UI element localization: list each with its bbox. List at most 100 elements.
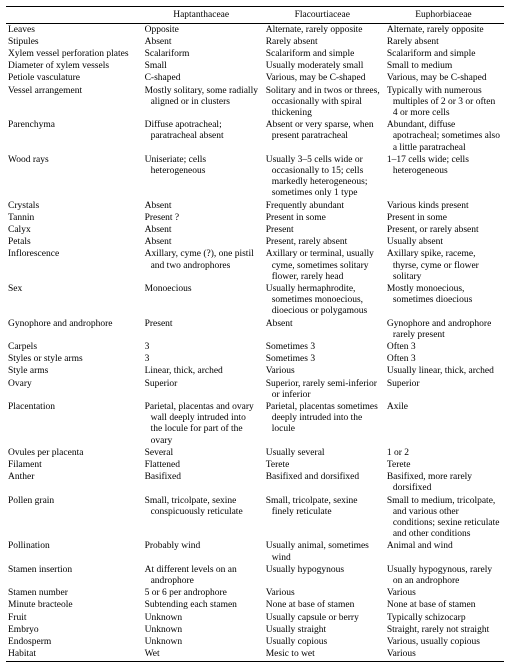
row-label: Stipules — [6, 36, 141, 48]
cell: Unknown — [141, 624, 262, 636]
cell: At different levels on an androphore — [141, 564, 262, 587]
table-row: SexMonoeciousUsually hermaphrodite, some… — [6, 283, 504, 318]
row-label: Carpels — [6, 341, 141, 353]
cell: Absent — [141, 36, 262, 48]
table-row: FilamentFlattenedTereteTerete — [6, 460, 504, 472]
cell: Sometimes 3 — [262, 341, 383, 353]
cell: Superior — [141, 378, 262, 401]
cell: Flattened — [141, 460, 262, 472]
cell: None at base of stamen — [383, 600, 504, 612]
cell: Basifixed — [141, 472, 262, 495]
cell: Axillary, cyme (?), one pistil and two a… — [141, 249, 262, 284]
row-label: Placentation — [6, 402, 141, 448]
cell: Straight, rarely not straight — [383, 624, 504, 636]
cell: Terete — [383, 460, 504, 472]
row-label: Sex — [6, 283, 141, 318]
header-col-1: Haptanthaceae — [141, 7, 262, 24]
table-body: LeavesOppositeAlternate, rarely opposite… — [6, 24, 504, 661]
table: Haptanthaceae Flacourtiaceae Euphorbiace… — [6, 7, 504, 661]
table-row: CrystalsAbsentFrequently abundantVarious… — [6, 200, 504, 212]
cell: Usually straight — [262, 624, 383, 636]
cell: Axillary spike, raceme, thyrse, cyme or … — [383, 249, 504, 284]
cell: Usually copious — [262, 637, 383, 649]
cell: Usually 3–5 cells wide or occasionally t… — [262, 154, 383, 200]
cell: Mostly monoecious, sometimes dioecious — [383, 283, 504, 318]
row-label: Wood rays — [6, 154, 141, 200]
table-row: LeavesOppositeAlternate, rarely opposite… — [6, 24, 504, 37]
cell: Absent or very sparse, when present para… — [262, 120, 383, 155]
cell: Present, or rarely absent — [383, 224, 504, 236]
row-label: Petals — [6, 237, 141, 249]
cell: Small, tricolpate, sexine finely reticul… — [262, 495, 383, 541]
cell: Monoecious — [141, 283, 262, 318]
table-row: InflorescenceAxillary, cyme (?), one pis… — [6, 249, 504, 284]
table-row: Style armsLinear, thick, archedVariousUs… — [6, 366, 504, 378]
row-label: Calyx — [6, 224, 141, 236]
cell: Solitary and in twos or threes, occasion… — [262, 85, 383, 120]
cell: Usually capsule or berry — [262, 612, 383, 624]
cell: C-shaped — [141, 73, 262, 85]
row-label: Minute bracteole — [6, 600, 141, 612]
cell: Parietal, placentas sometimes deeply int… — [262, 402, 383, 448]
cell: Usually absent — [383, 237, 504, 249]
table-row: Ovules per placentaSeveralUsually severa… — [6, 447, 504, 459]
cell: Several — [141, 447, 262, 459]
row-label: Gynophore and androphore — [6, 318, 141, 341]
row-label: Stamen number — [6, 588, 141, 600]
cell: Absent — [141, 200, 262, 212]
row-label: Parenchyma — [6, 120, 141, 155]
row-label: Habitat — [6, 649, 141, 661]
cell: Usually hypogynous — [262, 564, 383, 587]
cell: Absent — [141, 224, 262, 236]
cell: Various — [383, 649, 504, 661]
cell: Animal and wind — [383, 541, 504, 564]
row-label: Pollination — [6, 541, 141, 564]
cell: Unknown — [141, 637, 262, 649]
row-label: Diameter of xylem vessels — [6, 61, 141, 73]
cell: Scalariform and simple — [262, 48, 383, 60]
cell: Typically with numerous multiples of 2 o… — [383, 85, 504, 120]
cell: Rarely absent — [383, 36, 504, 48]
row-label: Crystals — [6, 200, 141, 212]
row-label: Ovary — [6, 378, 141, 401]
table-row: StipulesAbsentRarely absentRarely absent — [6, 36, 504, 48]
table-row: Vessel arrangementMostly solitary, some … — [6, 85, 504, 120]
cell: Various — [262, 588, 383, 600]
cell: None at base of stamen — [262, 600, 383, 612]
cell: Various — [383, 588, 504, 600]
cell: Scalariform — [141, 48, 262, 60]
cell: Usually linear, thick, arched — [383, 366, 504, 378]
cell: Axillary or terminal, usually cyme, some… — [262, 249, 383, 284]
cell: Alternate, rarely opposite — [262, 24, 383, 37]
table-row: Gynophore and androphorePresentAbsentGyn… — [6, 318, 504, 341]
table-row: Xylem vessel perforation platesScalarifo… — [6, 48, 504, 60]
cell: Small, tricolpate, sexine conspicuously … — [141, 495, 262, 541]
table-row: Diameter of xylem vesselsSmallUsually mo… — [6, 61, 504, 73]
cell: Various kinds present — [383, 200, 504, 212]
cell: Diffuse apotracheal; paratracheal absent — [141, 120, 262, 155]
cell: Various, may be C-shaped — [383, 73, 504, 85]
table-row: OvarySuperiorSuperior, rarely semi-infer… — [6, 378, 504, 401]
cell: Absent — [262, 318, 383, 341]
cell: Unknown — [141, 612, 262, 624]
table-row: Petiole vasculatureC-shapedVarious, may … — [6, 73, 504, 85]
row-label: Style arms — [6, 366, 141, 378]
cell: Frequently abundant — [262, 200, 383, 212]
cell: 5 or 6 per androphore — [141, 588, 262, 600]
table-row: PlacentationParietal, placentas and ovar… — [6, 402, 504, 448]
cell: Small to medium — [383, 61, 504, 73]
table-row: EndospermUnknownUsually copiousVarious, … — [6, 637, 504, 649]
row-label: Tannin — [6, 212, 141, 224]
table-row: TanninPresent ?Present in somePresent in… — [6, 212, 504, 224]
cell: Present, rarely absent — [262, 237, 383, 249]
table-row: Styles or style arms3Sometimes 3Often 3 — [6, 354, 504, 366]
row-label: Inflorescence — [6, 249, 141, 284]
row-label: Endosperm — [6, 637, 141, 649]
comparison-table: Haptanthaceae Flacourtiaceae Euphorbiace… — [6, 6, 504, 662]
table-row: PollinationProbably windUsually animal, … — [6, 541, 504, 564]
cell: Superior — [383, 378, 504, 401]
cell: Basifixed, more rarely dorsifixed — [383, 472, 504, 495]
cell: 1 or 2 — [383, 447, 504, 459]
header-col-2: Flacourtiaceae — [262, 7, 383, 24]
row-label: Styles or style arms — [6, 354, 141, 366]
